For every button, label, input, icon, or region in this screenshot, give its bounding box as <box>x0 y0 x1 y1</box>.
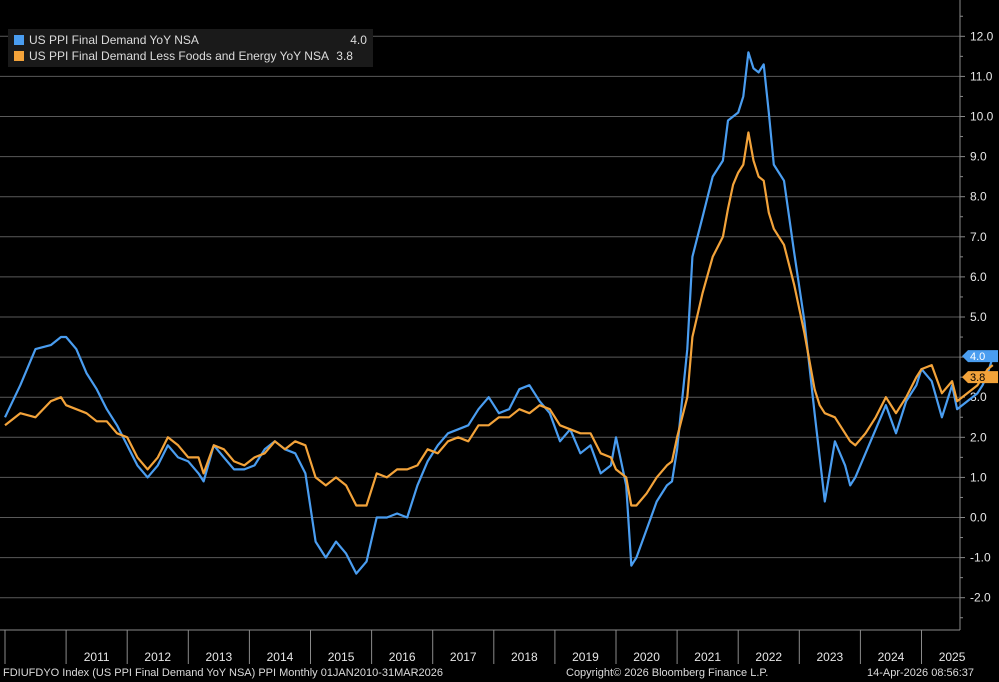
y-tick-label: 8.0 <box>970 190 987 204</box>
x-tick-label: 2013 <box>205 650 232 664</box>
x-axis: 2011 2012 2013 2014 2015 2016 2017 2018 2019 2020… <box>0 629 966 664</box>
x-tick-label: 2014 <box>267 650 294 664</box>
legend-swatch-blue <box>14 35 24 45</box>
y-tick-label: 2.0 <box>970 430 987 444</box>
last-value-badge: 4.0 <box>962 350 998 363</box>
y-tick-label: 11.0 <box>970 69 993 83</box>
y-tick-label: 5.0 <box>970 310 987 324</box>
y-tick-label: 12.0 <box>970 29 994 43</box>
last-value-badge: 3.8 <box>962 371 998 384</box>
legend-label: US PPI Final Demand YoY NSA <box>29 33 199 47</box>
x-tick-label: 2017 <box>450 650 477 664</box>
chart-legend: US PPI Final Demand YoY NSA 4.0 US PPI F… <box>8 29 373 67</box>
y-tick-label: 7.0 <box>970 230 987 244</box>
x-tick-label: 2020 <box>633 650 660 664</box>
x-tick-label: 2018 <box>511 650 538 664</box>
x-tick-label: 2025 <box>939 650 966 664</box>
badge-shape <box>962 350 998 363</box>
y-axis: 12.0 11.0 10.0 9.0 8.0 7.0 6.0 5.0 4.0 3.0 2.0 1.0 0… <box>959 0 994 630</box>
y-tick-label: 10.0 <box>970 110 994 124</box>
last-value-badges: 4.0 3.8 <box>962 350 998 384</box>
legend-value: 4.0 <box>350 33 367 47</box>
x-tick-label: 2021 <box>694 650 721 664</box>
legend-item: US PPI Final Demand Less Foods and Energ… <box>14 48 367 64</box>
x-tick-label: 2011 <box>84 650 110 664</box>
y-tick-label: 0.0 <box>970 511 987 525</box>
legend-item: US PPI Final Demand YoY NSA 4.0 <box>14 32 367 48</box>
footer-index: FDIUFDYO Index (US PPI Final Demand YoY … <box>3 667 443 679</box>
series-line-ppi-final-demand <box>4 51 994 575</box>
chart-canvas: 2011 2012 2013 2014 2015 2016 2017 2018 2019 2020… <box>0 0 998 664</box>
y-tick-label: 1.0 <box>970 470 987 484</box>
y-tick-label: 3.0 <box>970 390 987 404</box>
x-tick-label: 2024 <box>878 650 905 664</box>
legend-value: 3.8 <box>336 49 353 63</box>
y-tick-label: -1.0 <box>970 551 991 565</box>
legend-label: US PPI Final Demand Less Foods and Energ… <box>29 49 329 63</box>
x-tick-label: 2022 <box>755 650 782 664</box>
grid-lines <box>0 35 960 599</box>
series-line-ppi-core <box>4 131 994 507</box>
x-tick-label: 2019 <box>572 650 599 664</box>
y-tick-label: -2.0 <box>970 591 991 605</box>
footer-bar: FDIUFDYO Index (US PPI Final Demand YoY … <box>0 664 999 682</box>
series-lines <box>4 51 994 575</box>
x-tick-label: 2012 <box>144 650 171 664</box>
badge-value: 4.0 <box>970 351 985 363</box>
y-tick-label: 9.0 <box>970 150 987 164</box>
x-tick-label: 2015 <box>328 650 355 664</box>
footer-copyright: Copyright© 2026 Bloomberg Finance L.P. <box>566 667 769 679</box>
footer-timestamp: 14-Apr-2026 08:56:37 <box>867 667 975 679</box>
badge-shape <box>962 371 998 384</box>
x-tick-label: 2016 <box>389 650 416 664</box>
legend-swatch-orange <box>14 51 24 61</box>
y-tick-label: 6.0 <box>970 270 987 284</box>
badge-value: 3.8 <box>970 372 985 384</box>
x-tick-label: 2023 <box>816 650 843 664</box>
